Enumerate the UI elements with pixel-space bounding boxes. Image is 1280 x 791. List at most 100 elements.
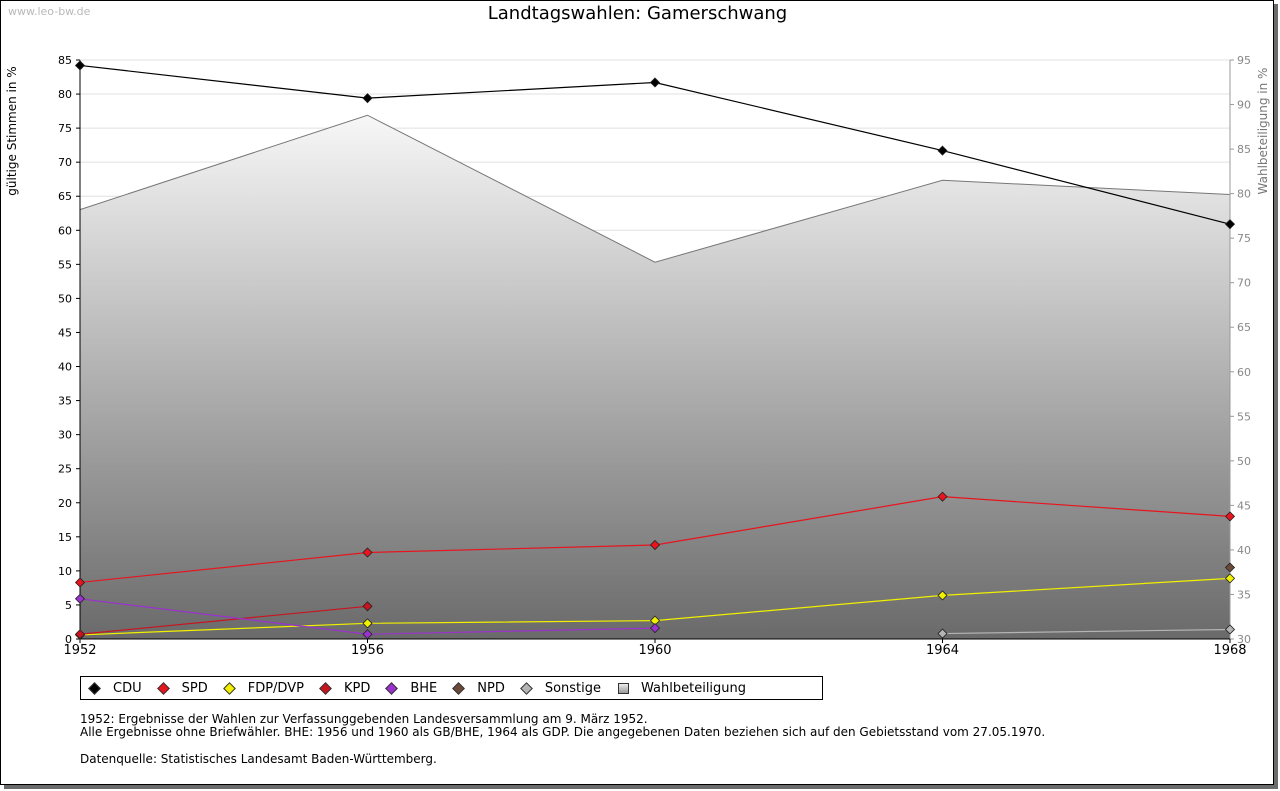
legend-label: Wahlbeteiligung xyxy=(641,680,747,696)
legend-label: CDU xyxy=(113,680,142,696)
legend-marker-icon xyxy=(156,681,170,695)
data-point xyxy=(937,491,948,502)
y-tick-label: 85 xyxy=(58,54,72,67)
data-point xyxy=(937,590,948,601)
y2-tick-label: 35 xyxy=(1237,588,1251,601)
y-tick-label: 60 xyxy=(58,224,72,237)
turnout-area xyxy=(79,114,1231,640)
y-tick-label: 30 xyxy=(58,429,72,442)
y2-tick-label: 50 xyxy=(1237,455,1251,468)
y2-tick-label: 55 xyxy=(1237,410,1251,423)
y-tick-label: 15 xyxy=(58,531,72,544)
x-tick-label: 1960 xyxy=(638,643,671,658)
y2-tick-label: 80 xyxy=(1237,188,1251,201)
data-source: Datenquelle: Statistisches Landesamt Bad… xyxy=(80,752,437,766)
legend-item: KPD xyxy=(319,680,371,696)
watermark: www.leo-bw.de xyxy=(8,5,91,18)
y-tick-label: 10 xyxy=(58,565,72,578)
y2-tick-label: 75 xyxy=(1237,232,1251,245)
x-tick-label: 1956 xyxy=(351,643,384,658)
legend-item: SPD xyxy=(156,680,208,696)
series-line xyxy=(79,605,368,635)
data-point xyxy=(1224,573,1236,584)
data-point xyxy=(74,60,86,71)
x-tick-label: 1968 xyxy=(1213,643,1246,658)
legend-marker-icon xyxy=(385,681,399,695)
y-tick-label: 40 xyxy=(58,361,72,374)
series-line xyxy=(942,628,1231,635)
y-tick-label: 5 xyxy=(65,599,72,612)
y2-tick-label: 95 xyxy=(1237,54,1251,67)
legend-item: FDP/DVP xyxy=(222,680,304,696)
y2-tick-label: 90 xyxy=(1237,99,1251,112)
series-kpd xyxy=(74,601,373,640)
data-point xyxy=(74,629,86,640)
data-point xyxy=(649,539,661,551)
y2-tick-label: 70 xyxy=(1237,277,1251,290)
x-tick-label: 1964 xyxy=(926,643,959,658)
legend-item: Wahlbeteiligung xyxy=(618,681,746,696)
y2-tick-label: 45 xyxy=(1237,499,1251,512)
legend-marker-icon xyxy=(319,681,332,695)
data-point xyxy=(1224,219,1236,230)
axes: 0 5 10 15 20 25 30 35 40 45 50 55 60 65 70 75 80 85 30 35 40… xyxy=(58,54,1251,658)
footnote-2: Alle Ergebnisse ohne Briefwähler. BHE: 1… xyxy=(80,725,1046,739)
data-point xyxy=(362,601,373,612)
data-point xyxy=(1224,562,1236,573)
data-point xyxy=(1224,624,1236,635)
y2-tick-label: 40 xyxy=(1237,544,1251,557)
series-fdp-dvp xyxy=(74,573,1236,640)
y-tick-label: 50 xyxy=(58,292,72,305)
legend-label: SPD xyxy=(181,680,208,696)
legend-marker-icon xyxy=(222,681,236,695)
x-tick-label: 1952 xyxy=(63,643,96,658)
legend-label: FDP/DVP xyxy=(247,680,304,696)
legend-item: CDU xyxy=(88,680,142,696)
turnout-area-fill xyxy=(80,115,1230,640)
data-point xyxy=(1224,511,1236,522)
legend-item: Sonstige xyxy=(519,680,602,696)
data-point xyxy=(649,77,661,88)
data-point xyxy=(649,623,661,634)
legend-marker-icon xyxy=(519,681,533,695)
legend-item: BHE xyxy=(385,680,438,696)
legend-label: KPD xyxy=(343,680,371,696)
y-tick-label: 35 xyxy=(58,395,72,408)
legend: CDU SPD FDP/DVP KPD BHE NPD Sonstige Wahlbeteil… xyxy=(80,676,823,700)
y2-tick-label: 85 xyxy=(1237,143,1251,156)
legend-label: Sonstige xyxy=(544,680,602,696)
legend-item: NPD xyxy=(452,680,505,696)
y-tick-label: 75 xyxy=(58,122,72,135)
series-spd xyxy=(74,491,1236,588)
series-bhe xyxy=(74,593,661,640)
y-tick-label: 20 xyxy=(58,497,72,510)
legend-marker-icon xyxy=(452,681,466,695)
y-tick-label: 25 xyxy=(58,463,72,476)
turnout-line xyxy=(79,114,1231,263)
data-point xyxy=(362,629,373,640)
y2-tick-label: 60 xyxy=(1237,366,1251,379)
series-cdu xyxy=(74,60,1236,230)
data-point xyxy=(362,547,373,558)
data-point xyxy=(362,93,373,104)
data-point xyxy=(74,577,86,588)
footnote-1: 1952: Ergebnisse der Wahlen zur Verfassu… xyxy=(80,712,648,726)
y-tick-label: 70 xyxy=(58,156,72,169)
y2-tick-label: 30 xyxy=(1237,633,1251,646)
y-tick-label: 45 xyxy=(58,326,72,339)
legend-marker-icon xyxy=(88,681,101,695)
y2-tick-label: 65 xyxy=(1237,321,1251,334)
legend-label: NPD xyxy=(477,680,505,696)
legend-label: BHE xyxy=(410,680,438,696)
y-tick-label: 80 xyxy=(58,88,72,101)
footnotes: 1952: Ergebnisse der Wahlen zur Verfassu… xyxy=(80,713,1045,739)
series-sonstige xyxy=(937,624,1236,639)
chart-title: Landtagswahlen: Gamerschwang xyxy=(487,3,788,24)
data-point xyxy=(937,145,948,156)
data-point xyxy=(362,618,373,629)
y-tick-label: 65 xyxy=(58,190,72,203)
y-tick-label: 55 xyxy=(58,258,72,271)
data-point xyxy=(937,628,948,639)
series-npd xyxy=(1224,562,1236,573)
